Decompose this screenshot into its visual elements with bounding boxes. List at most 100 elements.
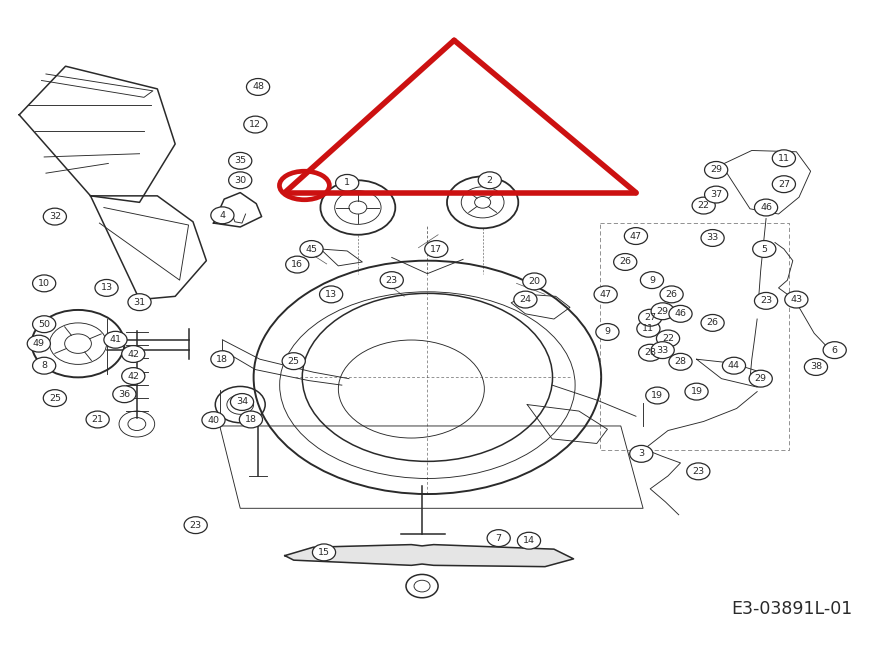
- Circle shape: [656, 330, 679, 347]
- Text: 46: 46: [760, 203, 772, 212]
- Circle shape: [184, 517, 207, 534]
- Circle shape: [122, 346, 145, 363]
- Circle shape: [229, 152, 252, 169]
- Text: 47: 47: [600, 290, 611, 299]
- Circle shape: [518, 533, 541, 549]
- Circle shape: [594, 286, 617, 303]
- Text: 3: 3: [638, 449, 645, 458]
- Circle shape: [755, 199, 778, 216]
- Circle shape: [425, 241, 448, 257]
- Circle shape: [211, 207, 234, 224]
- Text: 2: 2: [486, 176, 493, 185]
- Circle shape: [32, 357, 55, 374]
- Text: 22: 22: [697, 201, 710, 210]
- Text: 45: 45: [306, 245, 317, 253]
- Text: 48: 48: [252, 83, 264, 91]
- Circle shape: [660, 286, 683, 303]
- Text: 6: 6: [831, 346, 838, 355]
- Circle shape: [514, 291, 537, 308]
- Text: 43: 43: [790, 295, 803, 304]
- Circle shape: [624, 228, 647, 245]
- Text: 16: 16: [291, 260, 303, 269]
- Circle shape: [113, 386, 136, 402]
- Text: 23: 23: [760, 296, 772, 305]
- Circle shape: [43, 390, 66, 406]
- Circle shape: [651, 342, 674, 359]
- Text: 23: 23: [190, 521, 202, 530]
- Circle shape: [104, 331, 127, 348]
- Circle shape: [478, 172, 502, 189]
- Circle shape: [286, 256, 308, 273]
- Circle shape: [43, 208, 66, 225]
- Circle shape: [86, 411, 109, 428]
- Circle shape: [701, 314, 724, 331]
- Text: 33: 33: [656, 346, 669, 355]
- Text: 11: 11: [643, 324, 654, 333]
- Circle shape: [122, 368, 145, 385]
- Circle shape: [595, 324, 619, 340]
- Text: 23: 23: [385, 275, 398, 284]
- Text: 37: 37: [710, 190, 722, 199]
- Text: 17: 17: [430, 245, 443, 253]
- Text: 15: 15: [318, 548, 330, 557]
- Text: 26: 26: [706, 318, 719, 327]
- Text: 18: 18: [216, 355, 228, 364]
- Text: 9: 9: [604, 327, 611, 337]
- Circle shape: [629, 445, 653, 462]
- Text: 18: 18: [245, 415, 257, 424]
- Circle shape: [772, 150, 796, 167]
- Text: 19: 19: [690, 387, 703, 396]
- Circle shape: [692, 197, 715, 214]
- Circle shape: [487, 530, 510, 547]
- Circle shape: [755, 292, 778, 309]
- Circle shape: [638, 344, 662, 361]
- Circle shape: [613, 253, 637, 270]
- Text: 27: 27: [645, 313, 656, 322]
- Circle shape: [772, 176, 796, 193]
- Circle shape: [300, 241, 323, 257]
- Circle shape: [335, 174, 358, 191]
- Circle shape: [701, 230, 724, 247]
- Text: 28: 28: [674, 357, 687, 367]
- Text: 35: 35: [234, 156, 247, 165]
- Text: 20: 20: [528, 277, 540, 286]
- Text: 47: 47: [630, 232, 642, 241]
- Circle shape: [229, 172, 252, 189]
- Text: 49: 49: [33, 339, 45, 348]
- Text: 26: 26: [620, 258, 631, 266]
- Circle shape: [753, 241, 776, 257]
- Text: 44: 44: [728, 361, 740, 370]
- Text: 30: 30: [234, 176, 247, 185]
- Text: 31: 31: [133, 298, 146, 307]
- Circle shape: [685, 383, 708, 400]
- Text: 13: 13: [325, 290, 337, 299]
- Circle shape: [128, 294, 151, 311]
- Circle shape: [244, 116, 267, 133]
- Circle shape: [312, 544, 335, 561]
- Circle shape: [805, 359, 828, 376]
- Circle shape: [651, 303, 674, 320]
- Text: 24: 24: [519, 295, 531, 304]
- Text: 46: 46: [674, 309, 687, 318]
- Text: 50: 50: [38, 320, 50, 329]
- Circle shape: [722, 357, 746, 374]
- Text: 29: 29: [710, 165, 722, 174]
- Text: 7: 7: [495, 534, 502, 543]
- Text: 38: 38: [810, 363, 822, 372]
- Circle shape: [247, 79, 270, 96]
- Text: 14: 14: [523, 536, 535, 545]
- Text: 32: 32: [49, 212, 61, 221]
- Circle shape: [95, 279, 118, 296]
- Circle shape: [669, 353, 692, 370]
- Text: 13: 13: [100, 283, 113, 292]
- Circle shape: [645, 387, 669, 404]
- Text: 42: 42: [127, 372, 139, 381]
- Text: 34: 34: [236, 398, 248, 406]
- Circle shape: [380, 271, 403, 288]
- Text: 9: 9: [649, 275, 655, 284]
- Text: 21: 21: [92, 415, 104, 424]
- Text: 33: 33: [706, 234, 719, 242]
- Circle shape: [687, 463, 710, 480]
- Text: 8: 8: [41, 361, 47, 370]
- Text: 10: 10: [38, 279, 50, 288]
